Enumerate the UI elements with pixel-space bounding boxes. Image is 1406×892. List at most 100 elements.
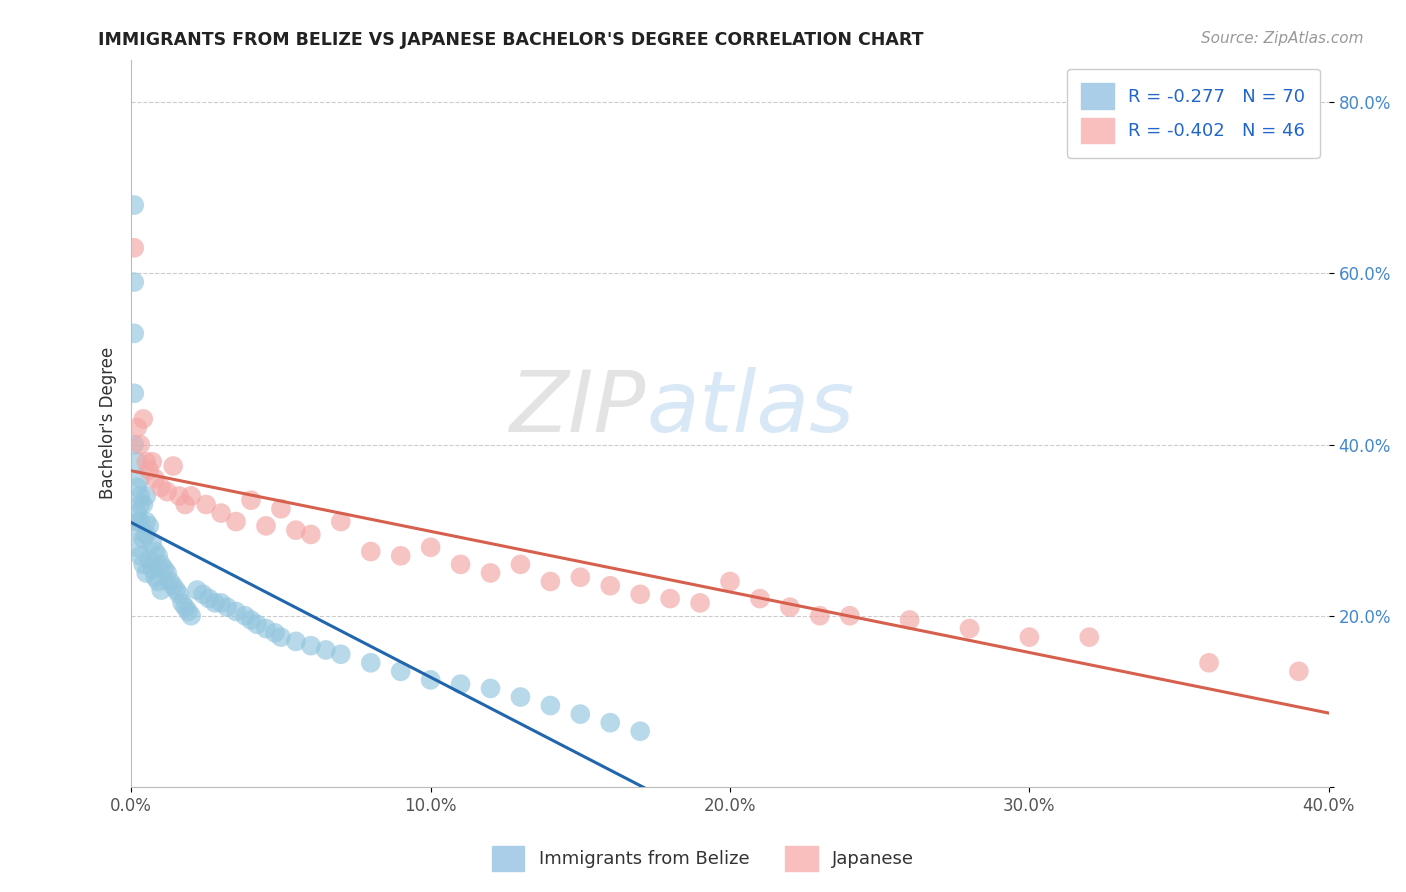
Point — [838, 608, 860, 623]
Point — [132, 558, 155, 572]
Point — [129, 549, 152, 563]
Point — [569, 570, 592, 584]
Text: ZIP: ZIP — [510, 368, 647, 450]
Point — [180, 489, 202, 503]
Point — [1288, 665, 1310, 679]
Point — [122, 198, 145, 212]
Point — [127, 480, 149, 494]
Point — [127, 541, 149, 555]
Point — [159, 574, 181, 589]
Point — [240, 493, 263, 508]
Legend: Immigrants from Belize, Japanese: Immigrants from Belize, Japanese — [485, 838, 921, 879]
Point — [127, 455, 149, 469]
Point — [1018, 630, 1040, 644]
Text: atlas: atlas — [647, 368, 855, 450]
Point — [299, 639, 322, 653]
Point — [135, 489, 157, 503]
Point — [148, 549, 170, 563]
Point — [254, 622, 277, 636]
Point — [264, 625, 287, 640]
Point — [143, 544, 166, 558]
Point — [389, 665, 412, 679]
Point — [509, 558, 531, 572]
Point — [162, 579, 184, 593]
Point — [156, 566, 179, 580]
Point — [129, 472, 152, 486]
Point — [299, 527, 322, 541]
Point — [538, 698, 561, 713]
Legend: R = -0.277   N = 70, R = -0.402   N = 46: R = -0.277 N = 70, R = -0.402 N = 46 — [1067, 69, 1320, 158]
Point — [153, 562, 176, 576]
Point — [254, 519, 277, 533]
Point — [509, 690, 531, 704]
Point — [127, 515, 149, 529]
Point — [450, 677, 472, 691]
Point — [209, 596, 232, 610]
Point — [167, 489, 190, 503]
Point — [148, 574, 170, 589]
Point — [177, 604, 200, 618]
Point — [329, 647, 352, 661]
Point — [749, 591, 772, 606]
Point — [132, 412, 155, 426]
Point — [122, 386, 145, 401]
Point — [1078, 630, 1101, 644]
Point — [233, 608, 256, 623]
Point — [172, 596, 194, 610]
Point — [150, 558, 173, 572]
Point — [215, 600, 238, 615]
Point — [898, 613, 921, 627]
Point — [129, 498, 152, 512]
Point — [360, 544, 382, 558]
Point — [138, 519, 160, 533]
Point — [174, 600, 197, 615]
Point — [225, 515, 247, 529]
Text: IMMIGRANTS FROM BELIZE VS JAPANESE BACHELOR'S DEGREE CORRELATION CHART: IMMIGRANTS FROM BELIZE VS JAPANESE BACHE… — [98, 31, 924, 49]
Point — [122, 275, 145, 289]
Point — [599, 715, 621, 730]
Point — [419, 541, 441, 555]
Point — [129, 515, 152, 529]
Point — [162, 458, 184, 473]
Point — [479, 566, 502, 580]
Point — [122, 241, 145, 255]
Point — [284, 523, 307, 537]
Point — [270, 630, 292, 644]
Point — [143, 472, 166, 486]
Point — [191, 587, 214, 601]
Point — [132, 498, 155, 512]
Point — [135, 527, 157, 541]
Point — [127, 523, 149, 537]
Point — [315, 643, 337, 657]
Point — [141, 536, 163, 550]
Point — [808, 608, 831, 623]
Point — [628, 724, 651, 739]
Point — [419, 673, 441, 687]
Y-axis label: Bachelor's Degree: Bachelor's Degree — [100, 347, 117, 500]
Point — [538, 574, 561, 589]
Point — [186, 582, 208, 597]
Point — [479, 681, 502, 696]
Point — [135, 455, 157, 469]
Point — [135, 566, 157, 580]
Point — [138, 553, 160, 567]
Point — [143, 570, 166, 584]
Point — [329, 515, 352, 529]
Point — [569, 707, 592, 722]
Point — [599, 579, 621, 593]
Point — [165, 582, 187, 597]
Point — [959, 622, 981, 636]
Point — [129, 489, 152, 503]
Point — [779, 600, 801, 615]
Point — [284, 634, 307, 648]
Point — [167, 587, 190, 601]
Point — [659, 591, 682, 606]
Point — [389, 549, 412, 563]
Point — [718, 574, 741, 589]
Point — [156, 484, 179, 499]
Point — [135, 515, 157, 529]
Point — [450, 558, 472, 572]
Point — [174, 498, 197, 512]
Point — [225, 604, 247, 618]
Point — [127, 506, 149, 520]
